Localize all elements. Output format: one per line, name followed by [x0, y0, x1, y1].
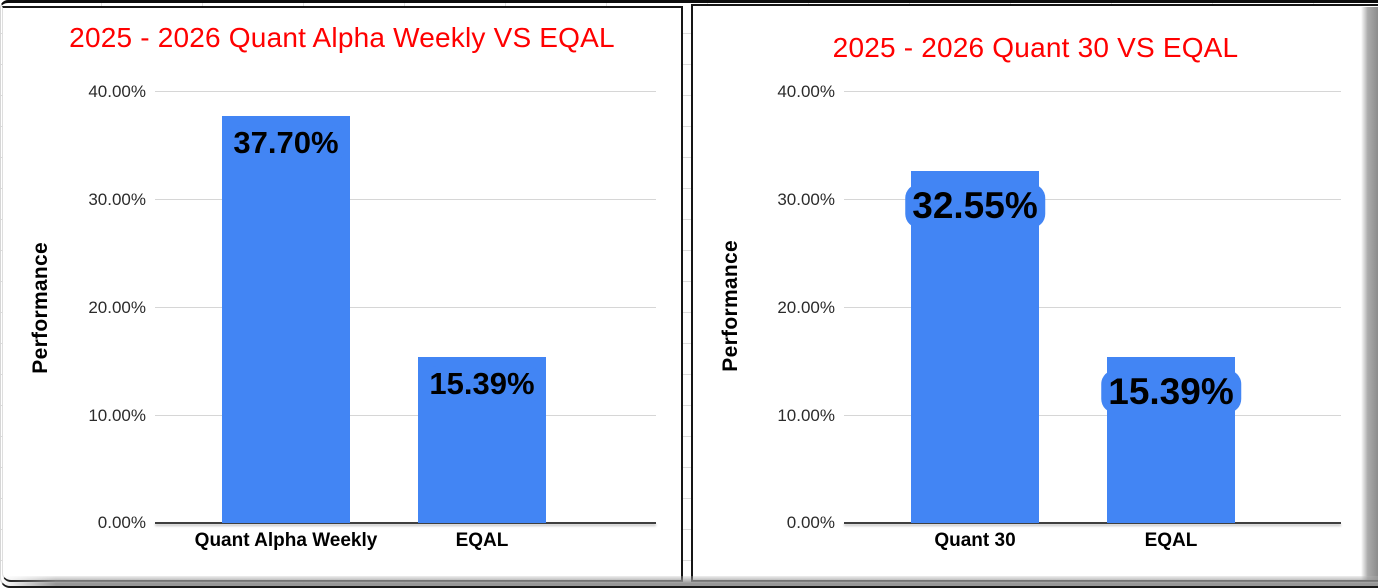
y-tick-label: 0.00%: [97, 513, 146, 532]
bar-value-label: 32.55%: [905, 184, 1045, 228]
y-axis-title: Performance: [719, 240, 742, 372]
window-shadow-bottom: [1, 576, 1378, 586]
chart-title: 2025 - 2026 Quant Alpha Weekly VS EQAL: [69, 22, 615, 53]
y-axis-title: Performance: [29, 242, 52, 374]
bar-quant-alpha-weekly[interactable]: 37.70%: [222, 115, 350, 523]
gridline-20: 20.00%: [777, 298, 1341, 317]
bar-eqal[interactable]: 15.39%: [418, 356, 546, 523]
y-tick-label: 30.00%: [777, 189, 835, 209]
x-axis-line: 0.00%: [787, 513, 1341, 532]
y-tick-label: 10.00%: [88, 405, 146, 425]
gridline-10: 10.00%: [777, 406, 1341, 425]
bar-value-label: 15.39%: [422, 365, 542, 403]
gridline-30: 30.00%: [88, 190, 656, 209]
x-axis-line: 0.00%: [98, 513, 656, 532]
x-category-label: EQAL: [455, 530, 509, 551]
chart-title: 2025 - 2026 Quant 30 VS EQAL: [832, 32, 1239, 63]
chart-panel-quant-alpha-weekly[interactable]: 2025 - 2026 Quant Alpha Weekly VS EQAL P…: [2, 6, 683, 582]
y-tick-label: 20.00%: [777, 297, 835, 317]
x-category-label: Quant 30: [934, 530, 1016, 551]
y-tick-label: 0.00%: [786, 513, 835, 532]
x-category-label: Quant Alpha Weekly: [194, 530, 378, 551]
plot-area: 40.00% 30.00% 20.00% 10.00% 0.00% 37.70%…: [88, 82, 656, 551]
bar-value-label: 15.39%: [1101, 369, 1241, 414]
y-tick-label: 20.00%: [88, 297, 146, 317]
x-category-label: EQAL: [1144, 530, 1198, 551]
bar-quant-30[interactable]: 32.55%: [905, 171, 1045, 523]
chart-panel-quant-30[interactable]: 2025 - 2026 Quant 30 VS EQAL Performance…: [691, 4, 1378, 582]
gridline-10: 10.00%: [88, 406, 656, 425]
window-shadow-right: [1361, 7, 1378, 580]
y-tick-label: 30.00%: [88, 189, 146, 209]
bar-eqal[interactable]: 15.39%: [1101, 356, 1241, 523]
gridline-30: 30.00%: [777, 190, 1341, 209]
plot-area: 40.00% 30.00% 20.00% 10.00% 0.00% 32.55%…: [777, 82, 1341, 551]
y-tick-label: 40.00%: [88, 81, 146, 101]
gridline-40: 40.00%: [777, 82, 1341, 101]
gridline-20: 20.00%: [88, 298, 656, 317]
y-tick-label: 10.00%: [777, 405, 835, 425]
gridline-40: 40.00%: [88, 82, 656, 101]
bar-value-label: 37.70%: [226, 124, 346, 162]
y-tick-label: 40.00%: [777, 81, 835, 101]
